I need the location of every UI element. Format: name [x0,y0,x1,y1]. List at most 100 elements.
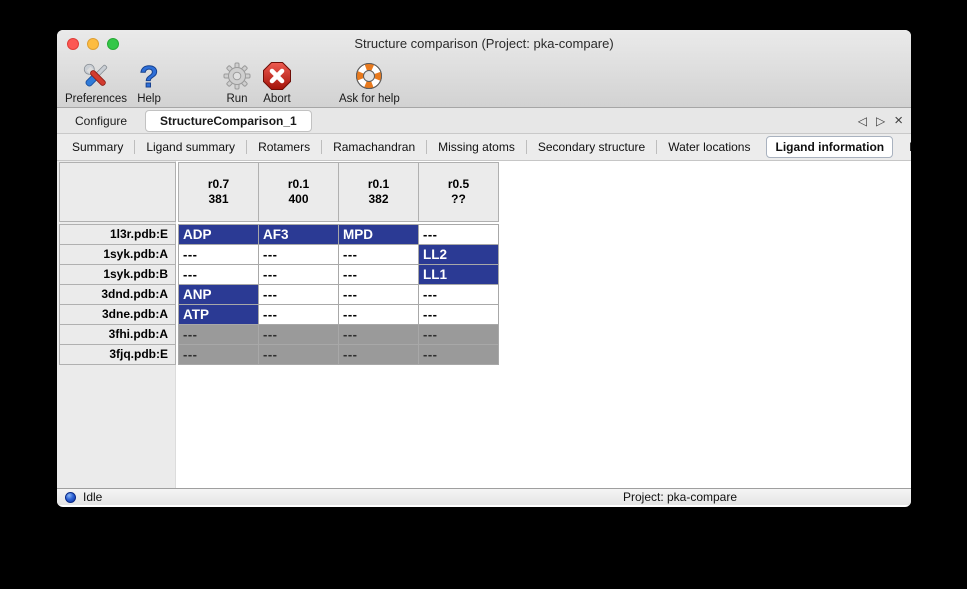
question-mark-icon: ? [133,60,165,92]
column-header-line2: ?? [451,192,466,206]
gear-icon [221,60,253,92]
column-header-line1: r0.1 [367,177,390,191]
table-cell[interactable]: --- [339,265,418,284]
column-header[interactable]: r0.7 381 [179,163,258,221]
column-header[interactable]: r0.1 400 [259,163,338,221]
row-header-1syk-pdb-a[interactable]: 1syk.pdb:A [60,245,175,264]
tab-scroll-right-icon[interactable]: ▷ [876,113,886,128]
subtab-ligand-information[interactable]: Ligand information [766,136,894,158]
column-headers: r0.7 381 r0.1 400 r0.1 382 r0.5?? [178,162,499,222]
toolbar-button-preferences[interactable]: Preferences [65,60,127,105]
table-cell[interactable]: --- [179,265,258,284]
toolbar-button-abort[interactable]: Abort [261,60,293,105]
tab-nav: ◁ ▷ × [858,108,903,133]
subtab-secondary-structure[interactable]: Secondary structure [537,140,646,154]
toolbar-button-label: Help [137,93,161,105]
minimize-window-button[interactable] [87,38,99,50]
table-cell[interactable]: ATP [179,305,258,324]
table-cell[interactable]: --- [259,345,338,364]
table-cell[interactable]: --- [339,285,418,304]
zoom-window-button[interactable] [107,38,119,50]
tab-scroll-left-icon[interactable]: ◁ [857,113,867,128]
table-cell[interactable]: LL2 [419,245,498,264]
column-header-line1: r0.7 [207,177,230,191]
row-header-3fhi-pdb-a[interactable]: 3fhi.pdb:A [60,325,175,344]
tab-close-icon[interactable]: × [894,111,903,129]
subtab-water-locations[interactable]: Water locations [668,140,751,154]
table-cell[interactable]: --- [259,245,338,264]
table-cell[interactable]: --- [419,325,498,344]
column-header[interactable]: r0.5?? [419,163,498,221]
column-header-line2: 400 [288,192,309,206]
app-window: Structure comparison (Project: pka-compa… [57,30,911,507]
row-header-3dnd-pdb-a[interactable]: 3dnd.pdb:A [60,285,175,304]
row-header-3dne-pdb-a[interactable]: 3dne.pdb:A [60,305,175,324]
row-header-1l3r-pdb-e[interactable]: 1l3r.pdb:E [60,225,175,244]
traffic-lights [67,38,119,50]
table-cell[interactable]: --- [339,325,418,344]
table-cell[interactable]: --- [179,245,258,264]
row-header-1syk-pdb-b[interactable]: 1syk.pdb:B [60,265,175,284]
subtab-divider [525,140,527,154]
column-header-line2: 382 [368,192,389,206]
table-cell[interactable]: --- [259,305,338,324]
content-area: r0.7 381 r0.1 400 r0.1 382 r0.5?? 1l3r.pdb:E 1s… [57,161,911,488]
table-body: ADP AF3 MPD --- --- --- --- LL2 --- --- --- LL1 ANP -… [178,224,499,365]
toolbar-button-label: Ask for help [339,93,400,105]
subtab-divider [134,140,136,154]
table-cell[interactable]: --- [259,265,338,284]
subtab-b-factors[interactable]: B-factors [898,140,911,154]
close-window-button[interactable] [67,38,79,50]
toolbar-button-label: Preferences [65,93,128,105]
window-chrome: Structure comparison (Project: pka-compa… [57,30,911,108]
status-indicator-icon [65,491,76,503]
toolbar-button-ask-for-help[interactable]: Ask for help [339,60,400,105]
toolbar-button-run[interactable]: Run [221,60,253,105]
row-header-3fjq-pdb-e[interactable]: 3fjq.pdb:E [60,345,175,364]
document-tab-bar: Configure StructureComparison_1 ◁ ▷ × [57,108,911,134]
table-cell[interactable]: LL1 [419,265,498,284]
row-headers: 1l3r.pdb:E 1syk.pdb:A 1syk.pdb:B 3dnd.pdb:A… [59,224,176,365]
table-cell[interactable]: --- [339,305,418,324]
status-text: Idle [83,490,103,504]
column-header-line1: r0.1 [287,177,310,191]
table-cell[interactable]: ANP [179,285,258,304]
table-cell[interactable]: --- [339,345,418,364]
title-bar: Structure comparison (Project: pka-compa… [57,30,911,57]
toolbar-button-label: Run [226,93,248,105]
table-cell[interactable]: --- [419,345,498,364]
table-cell[interactable]: AF3 [259,225,338,244]
column-header[interactable]: r0.1 382 [339,163,418,221]
subtab-divider [426,140,428,154]
table-cell[interactable]: --- [339,245,418,264]
subtab-summary[interactable]: Summary [72,140,124,154]
subtab-rotamers[interactable]: Rotamers [258,140,311,154]
tab-structurecomparison-1[interactable]: StructureComparison_1 [145,109,312,132]
table-cell[interactable]: MPD [339,225,418,244]
toolbar-button-help[interactable]: ? Help [133,60,165,105]
table-cell[interactable]: --- [179,345,258,364]
status-bar: Idle Project: pka-compare [57,488,911,505]
lifebuoy-icon [353,60,385,92]
tools-icon [80,60,112,92]
tab-configure[interactable]: Configure [75,113,128,128]
table-cell[interactable]: --- [419,225,498,244]
toolbar: Preferences? Help Run Abort Ask for help [57,57,911,108]
table-cell[interactable]: ADP [179,225,258,244]
column-header-line1: r0.5 [447,177,470,191]
subtab-ligand-summary[interactable]: Ligand summary [146,140,236,154]
subtab-ramachandran[interactable]: Ramachandran [333,140,416,154]
stop-x-icon [261,60,293,92]
project-label: Project: pka-compare [622,490,738,504]
table-cell[interactable]: --- [419,285,498,304]
subtab-missing-atoms[interactable]: Missing atoms [438,140,515,154]
subtab-divider [321,140,323,154]
subtab-divider [246,140,248,154]
table-cell[interactable]: --- [419,305,498,324]
table-cell[interactable]: --- [179,325,258,344]
subtab-divider [656,140,658,154]
column-header-line2: 381 [208,192,229,206]
table-cell[interactable]: --- [259,285,338,304]
table-corner-cell [59,162,176,222]
table-cell[interactable]: --- [259,325,338,344]
